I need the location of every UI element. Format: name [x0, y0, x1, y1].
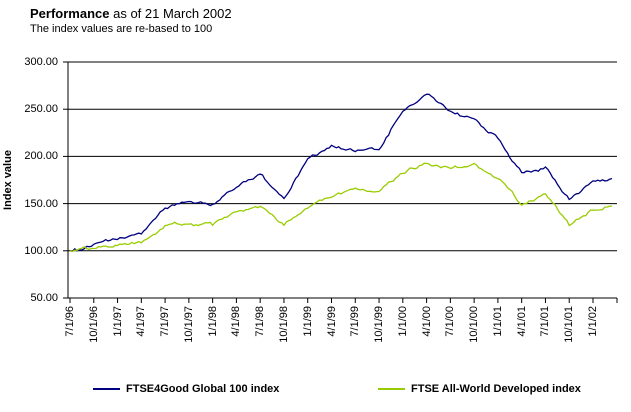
legend-item-allworld: FTSE All-World Developed index: [378, 383, 581, 395]
x-tick-label: 10/1/01: [563, 306, 576, 343]
y-tick-label: 200.00: [24, 150, 58, 163]
page-title: Performance as of 21 March 2002: [30, 6, 232, 21]
x-tick-label: 10/1/96: [87, 306, 100, 343]
x-tick-label: 1/1/99: [301, 306, 314, 337]
x-tick-label: 7/1/00: [444, 306, 457, 337]
x-tick-label: 4/1/01: [515, 306, 528, 337]
y-tick-label: 100.00: [24, 244, 58, 257]
page-title-main: Performance: [30, 6, 110, 21]
series-line-1: [69, 162, 613, 253]
x-tick-label: 7/1/97: [159, 306, 172, 337]
x-tick-label: 4/1/97: [135, 306, 148, 337]
x-tick-label: 10/1/99: [373, 306, 386, 343]
x-tick-label: 10/1/98: [277, 306, 290, 343]
page-title-date: as of 21 March 2002: [109, 6, 232, 21]
y-tick-label: 250.00: [24, 103, 58, 116]
x-tick-label: 10/1/00: [468, 306, 481, 343]
legend-swatch-allworld-icon: [378, 388, 405, 390]
legend-label-allworld: FTSE All-World Developed index: [411, 383, 581, 395]
x-tick-label: 1/1/01: [491, 306, 504, 337]
x-tick-label: 1/1/02: [587, 306, 599, 337]
x-tick-label: 1/1/98: [206, 306, 219, 337]
x-tick-label: 7/1/98: [254, 306, 267, 337]
y-tick-label: 300.00: [24, 56, 58, 68]
legend-label-ftse4good: FTSE4Good Global 100 index: [126, 383, 280, 395]
series-line-0: [69, 93, 613, 252]
x-tick-label: 7/1/01: [539, 306, 552, 337]
x-tick-label: 10/1/97: [182, 306, 195, 343]
x-tick-label: 4/1/99: [325, 306, 338, 337]
x-tick-label: 4/1/00: [420, 306, 433, 337]
x-tick-label: 7/1/96: [64, 306, 76, 337]
y-tick-label: 150.00: [24, 197, 58, 210]
y-tick-label: 50.00: [30, 292, 58, 304]
x-tick-label: 7/1/99: [349, 306, 362, 337]
x-tick-label: 1/1/00: [396, 306, 409, 337]
legend-swatch-ftse4good-icon: [93, 388, 120, 390]
x-tick-label: 4/1/98: [230, 306, 243, 337]
x-tick-label: 1/1/97: [111, 306, 124, 337]
page-subtitle: The index values are re-based to 100: [30, 23, 213, 35]
legend-item-ftse4good: FTSE4Good Global 100 index: [93, 383, 279, 395]
